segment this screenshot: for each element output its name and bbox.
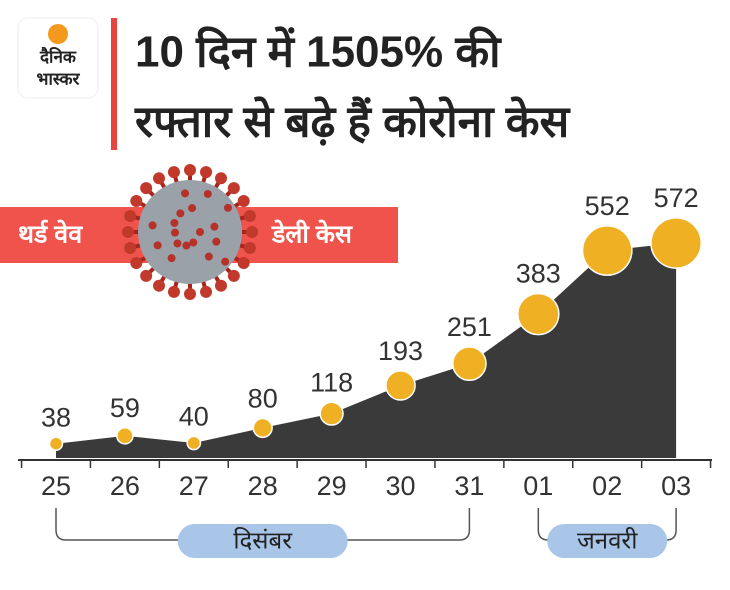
virus-dot [167, 254, 176, 263]
title-bar [111, 18, 117, 150]
virus-illustration [122, 164, 258, 300]
bubble [319, 401, 344, 426]
virus-dot [189, 238, 198, 247]
virus-body [138, 180, 242, 284]
virus-spike-tip [184, 288, 196, 300]
virus-dot [212, 237, 221, 246]
month-label: जनवरी [577, 526, 638, 554]
value-label: 38 [41, 402, 71, 432]
virus-dot [210, 222, 219, 231]
bubble [186, 435, 202, 451]
logo-text: भास्कर [37, 69, 81, 88]
virus-spike-tip [237, 195, 250, 207]
virus-dot [223, 203, 232, 212]
virus-spike-tip [243, 242, 256, 255]
virus-dot [171, 228, 180, 237]
virus-dot [176, 209, 185, 218]
bubble [650, 217, 702, 269]
virus-spike-tip [122, 226, 134, 238]
x-tick-label: 25 [41, 471, 71, 501]
virus-dot [148, 221, 157, 230]
virus-spike-tip [237, 257, 250, 269]
virus-spike-tip [130, 257, 143, 269]
virus-spike-tip [246, 226, 258, 238]
value-label: 118 [310, 367, 353, 397]
banner-right: डेली केस [271, 220, 353, 249]
x-tick-label: 29 [317, 471, 347, 501]
virus-spike-tip [167, 166, 180, 179]
virus-dot [173, 239, 182, 248]
month-pill [547, 524, 668, 558]
virus-dot [188, 204, 197, 213]
x-tick-label: 31 [454, 471, 484, 501]
logo-sun [48, 24, 68, 44]
x-tick-label: 28 [248, 471, 278, 501]
value-label: 251 [447, 312, 492, 342]
virus-spike-tip [215, 279, 227, 292]
logo-text: दैनिक [39, 46, 77, 66]
virus-spike-tip [153, 279, 165, 292]
logo-box [17, 17, 99, 99]
virus-dot [181, 189, 190, 198]
x-tick-label: 26 [110, 471, 140, 501]
virus-spike-tip [184, 164, 196, 176]
virus-spike-tip [227, 269, 240, 282]
bubble [48, 436, 64, 451]
bubble [581, 225, 633, 276]
x-tick-label: 30 [385, 471, 415, 501]
x-tick-label: 02 [592, 471, 622, 501]
value-label: 383 [516, 259, 561, 289]
title: 10 दिन में 1505% की [135, 26, 502, 77]
x-tick-label: 03 [661, 471, 691, 501]
virus-dot [204, 252, 213, 261]
virus-spike-tip [140, 182, 153, 195]
virus-spike-tip [200, 166, 213, 179]
area [56, 243, 677, 458]
bubble [252, 417, 273, 439]
bubble [116, 427, 134, 445]
value-label: 552 [585, 191, 630, 221]
virus-dot [170, 218, 179, 227]
banner-left: थर्ड वेव [18, 220, 83, 249]
virus-spike-tip [124, 209, 137, 222]
virus-dot [196, 228, 204, 236]
virus-spike-tip [227, 182, 240, 195]
bubble [452, 346, 487, 382]
virus-dot [182, 241, 191, 250]
bubble [385, 370, 416, 401]
virus-dot [203, 189, 212, 198]
virus-spike-tip [153, 172, 165, 185]
value-label: 59 [110, 393, 140, 423]
virus-spike-tip [124, 242, 137, 255]
value-label: 40 [179, 401, 209, 431]
virus-spike-tip [215, 172, 227, 185]
title: रफ्तार से बढ़े हैं कोरोना केस [134, 96, 571, 147]
virus-spike-tip [167, 285, 180, 298]
month-label: दिसंबर [233, 526, 293, 554]
virus-spike-tip [200, 285, 213, 298]
virus-spike-tip [243, 209, 256, 222]
value-label: 572 [654, 183, 699, 213]
x-tick-label: 27 [179, 471, 209, 501]
value-label: 193 [378, 336, 423, 366]
x-tick-label: 01 [523, 471, 553, 501]
virus-dot [221, 257, 230, 266]
virus-dot [153, 241, 162, 250]
virus-spike-tip [130, 195, 143, 207]
value-label: 80 [248, 384, 278, 414]
month-pill [177, 524, 348, 558]
virus-spike-tip [140, 269, 153, 282]
bubble [517, 292, 560, 336]
